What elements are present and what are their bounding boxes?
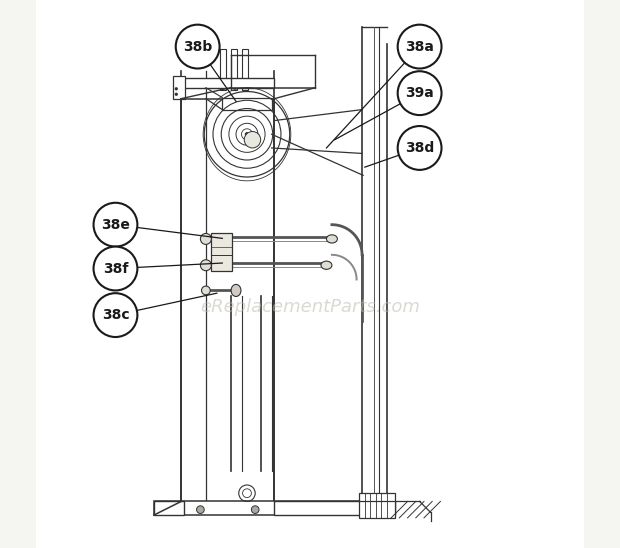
Text: eReplacementParts.com: eReplacementParts.com [200, 298, 420, 316]
Text: 38f: 38f [103, 261, 128, 276]
Circle shape [245, 132, 249, 136]
Ellipse shape [321, 261, 332, 269]
Bar [275, 501, 395, 515]
Circle shape [94, 293, 138, 337]
Bar [242, 49, 248, 90]
Bar [154, 501, 384, 515]
Bar [175, 78, 275, 88]
Circle shape [175, 93, 178, 96]
Circle shape [94, 247, 138, 290]
Bar [154, 501, 184, 515]
Text: 38a: 38a [405, 39, 434, 54]
Circle shape [200, 260, 211, 271]
Ellipse shape [231, 284, 241, 296]
Bar [211, 233, 232, 271]
Text: 38d: 38d [405, 141, 434, 155]
Circle shape [397, 25, 441, 68]
Circle shape [175, 87, 178, 90]
Bar [173, 76, 185, 99]
Bar [223, 98, 272, 110]
Circle shape [251, 506, 259, 513]
Text: 38e: 38e [101, 218, 130, 232]
Text: 38b: 38b [183, 39, 212, 54]
Circle shape [202, 286, 210, 295]
Bar [360, 493, 395, 518]
Circle shape [94, 203, 138, 247]
Circle shape [175, 25, 219, 68]
Bar [231, 49, 237, 90]
Ellipse shape [327, 235, 337, 243]
Circle shape [197, 506, 204, 513]
Circle shape [244, 132, 260, 148]
Bar [219, 49, 226, 90]
Circle shape [397, 126, 441, 170]
Text: 38c: 38c [102, 308, 130, 322]
Circle shape [200, 233, 211, 244]
Text: 39a: 39a [405, 86, 434, 100]
Circle shape [397, 71, 441, 115]
